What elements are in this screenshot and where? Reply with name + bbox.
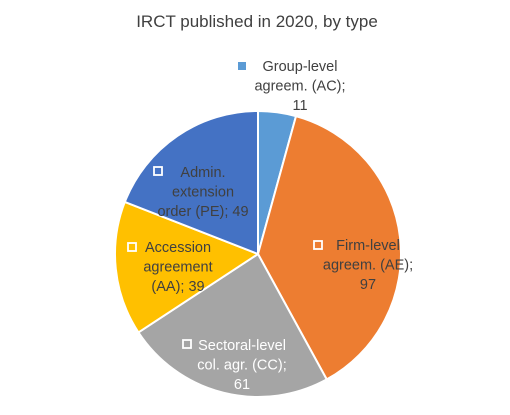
slice-label-line: 11 — [292, 98, 307, 114]
pie-slice — [257, 115, 402, 381]
pie-slices — [114, 110, 402, 398]
slice-label-line: 61 — [234, 377, 250, 393]
slice-label-line: agreem. (AC); — [254, 78, 345, 94]
legend-key-marker — [127, 242, 137, 252]
legend-key-marker — [238, 62, 246, 70]
legend-key-marker — [153, 166, 163, 176]
slice-data-label: Sectoral-level col. agr. (CC); 61 — [197, 338, 286, 393]
slice-label-line: order (PE); 49 — [157, 204, 248, 220]
slice-data-label: Group-level agreem. (AC); 11 — [254, 59, 345, 114]
pie-slice — [114, 200, 259, 334]
slice-label-line: col. agr. (CC); — [197, 357, 286, 373]
slice-label-line: (AA); 39 — [151, 279, 204, 295]
slice-label-line: extension — [172, 184, 234, 200]
pie-slice — [123, 110, 259, 255]
slice-label-line: 97 — [360, 277, 376, 293]
slice-label-line: Accession — [145, 240, 211, 256]
data-labels: Group-level agreem. (AC); 11 Firm-level agre… — [127, 59, 413, 393]
chart-title: IRCT published in 2020, by type — [136, 12, 378, 31]
slice-data-label: Accession agreement (AA); 39 — [143, 240, 212, 295]
slice-label-line: agreement — [143, 259, 212, 275]
slice-data-label: Admin. extension order (PE); 49 — [157, 165, 248, 220]
legend-key-marker — [182, 339, 192, 349]
slice-label-line: agreem. (AE); — [323, 257, 413, 273]
pie-slice — [137, 253, 328, 398]
slice-data-label: Firm-level agreem. (AE); 97 — [323, 238, 413, 293]
slice-label-line: Sectoral-level — [198, 338, 286, 354]
legend-key-marker — [313, 240, 323, 250]
slice-label-line: Group-level — [263, 59, 338, 75]
slice-label-line: Firm-level — [336, 238, 400, 254]
slice-label-line: Admin. — [180, 165, 225, 181]
